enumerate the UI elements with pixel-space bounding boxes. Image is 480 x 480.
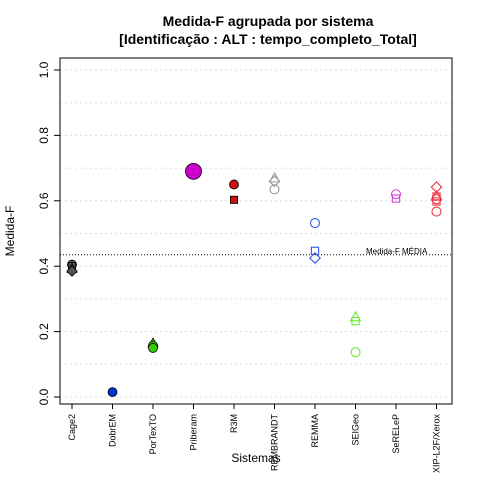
data-point — [351, 316, 360, 326]
mean-label: Medida-F MÉDIA — [366, 247, 428, 256]
data-point — [431, 194, 442, 205]
data-point — [310, 246, 320, 255]
chart-title: Medida-F agrupada por sistema — [163, 13, 374, 29]
x-axis: Cage2 DobrEM PorTexTO Priberam R3M REMBRANDT R… — [67, 404, 442, 473]
y-axis-label: Medida-F — [3, 206, 17, 257]
data-point — [391, 194, 401, 203]
plot-frame — [59, 57, 453, 405]
data-point — [148, 343, 158, 353]
x-tick-label: XIP-L2F/Xerox — [432, 414, 442, 474]
data-point — [432, 197, 441, 206]
x-tick-label: R3M — [229, 414, 239, 433]
data-point — [107, 387, 118, 397]
x-tick-label: REMMA — [310, 414, 320, 448]
y-axis: 0.0 0.2 0.4 0.6 0.8 1.0 — [37, 61, 60, 405]
data-point — [268, 175, 281, 188]
y-tick-label: 0.4 — [37, 258, 51, 275]
y-tick-label: 1.0 — [37, 61, 51, 78]
grid — [60, 69, 452, 398]
data-point — [185, 162, 202, 180]
y-tick-label: 0.6 — [37, 192, 51, 209]
data-point — [390, 189, 402, 200]
data-point — [268, 171, 281, 183]
data-point — [430, 181, 443, 194]
data-points — [66, 162, 443, 397]
data-point — [349, 310, 362, 322]
data-point — [229, 179, 239, 190]
data-point — [309, 252, 321, 264]
data-point — [269, 184, 280, 195]
data-point — [350, 347, 361, 358]
x-tick-label: SEIGeo — [351, 414, 361, 446]
data-point — [229, 195, 238, 204]
y-tick-label: 0.0 — [37, 388, 51, 405]
chart-subtitle: [Identificação : ALT : tempo_completo_To… — [119, 31, 417, 47]
data-point — [66, 265, 78, 277]
y-tick-label: 0.8 — [37, 127, 51, 144]
x-tick-label: PorTexTO — [148, 414, 158, 454]
x-tick-label: REMBRANDT — [270, 414, 280, 472]
y-tick-label: 0.2 — [37, 323, 51, 340]
x-tick-label: Cage2 — [67, 414, 77, 441]
data-point — [431, 206, 442, 217]
data-point — [309, 217, 321, 229]
x-axis-label: Sistemas — [231, 451, 280, 465]
x-tick-label: SeRELeP — [391, 414, 401, 454]
x-tick-label: Priberam — [189, 414, 199, 451]
x-tick-label: DobrEM — [108, 414, 118, 447]
